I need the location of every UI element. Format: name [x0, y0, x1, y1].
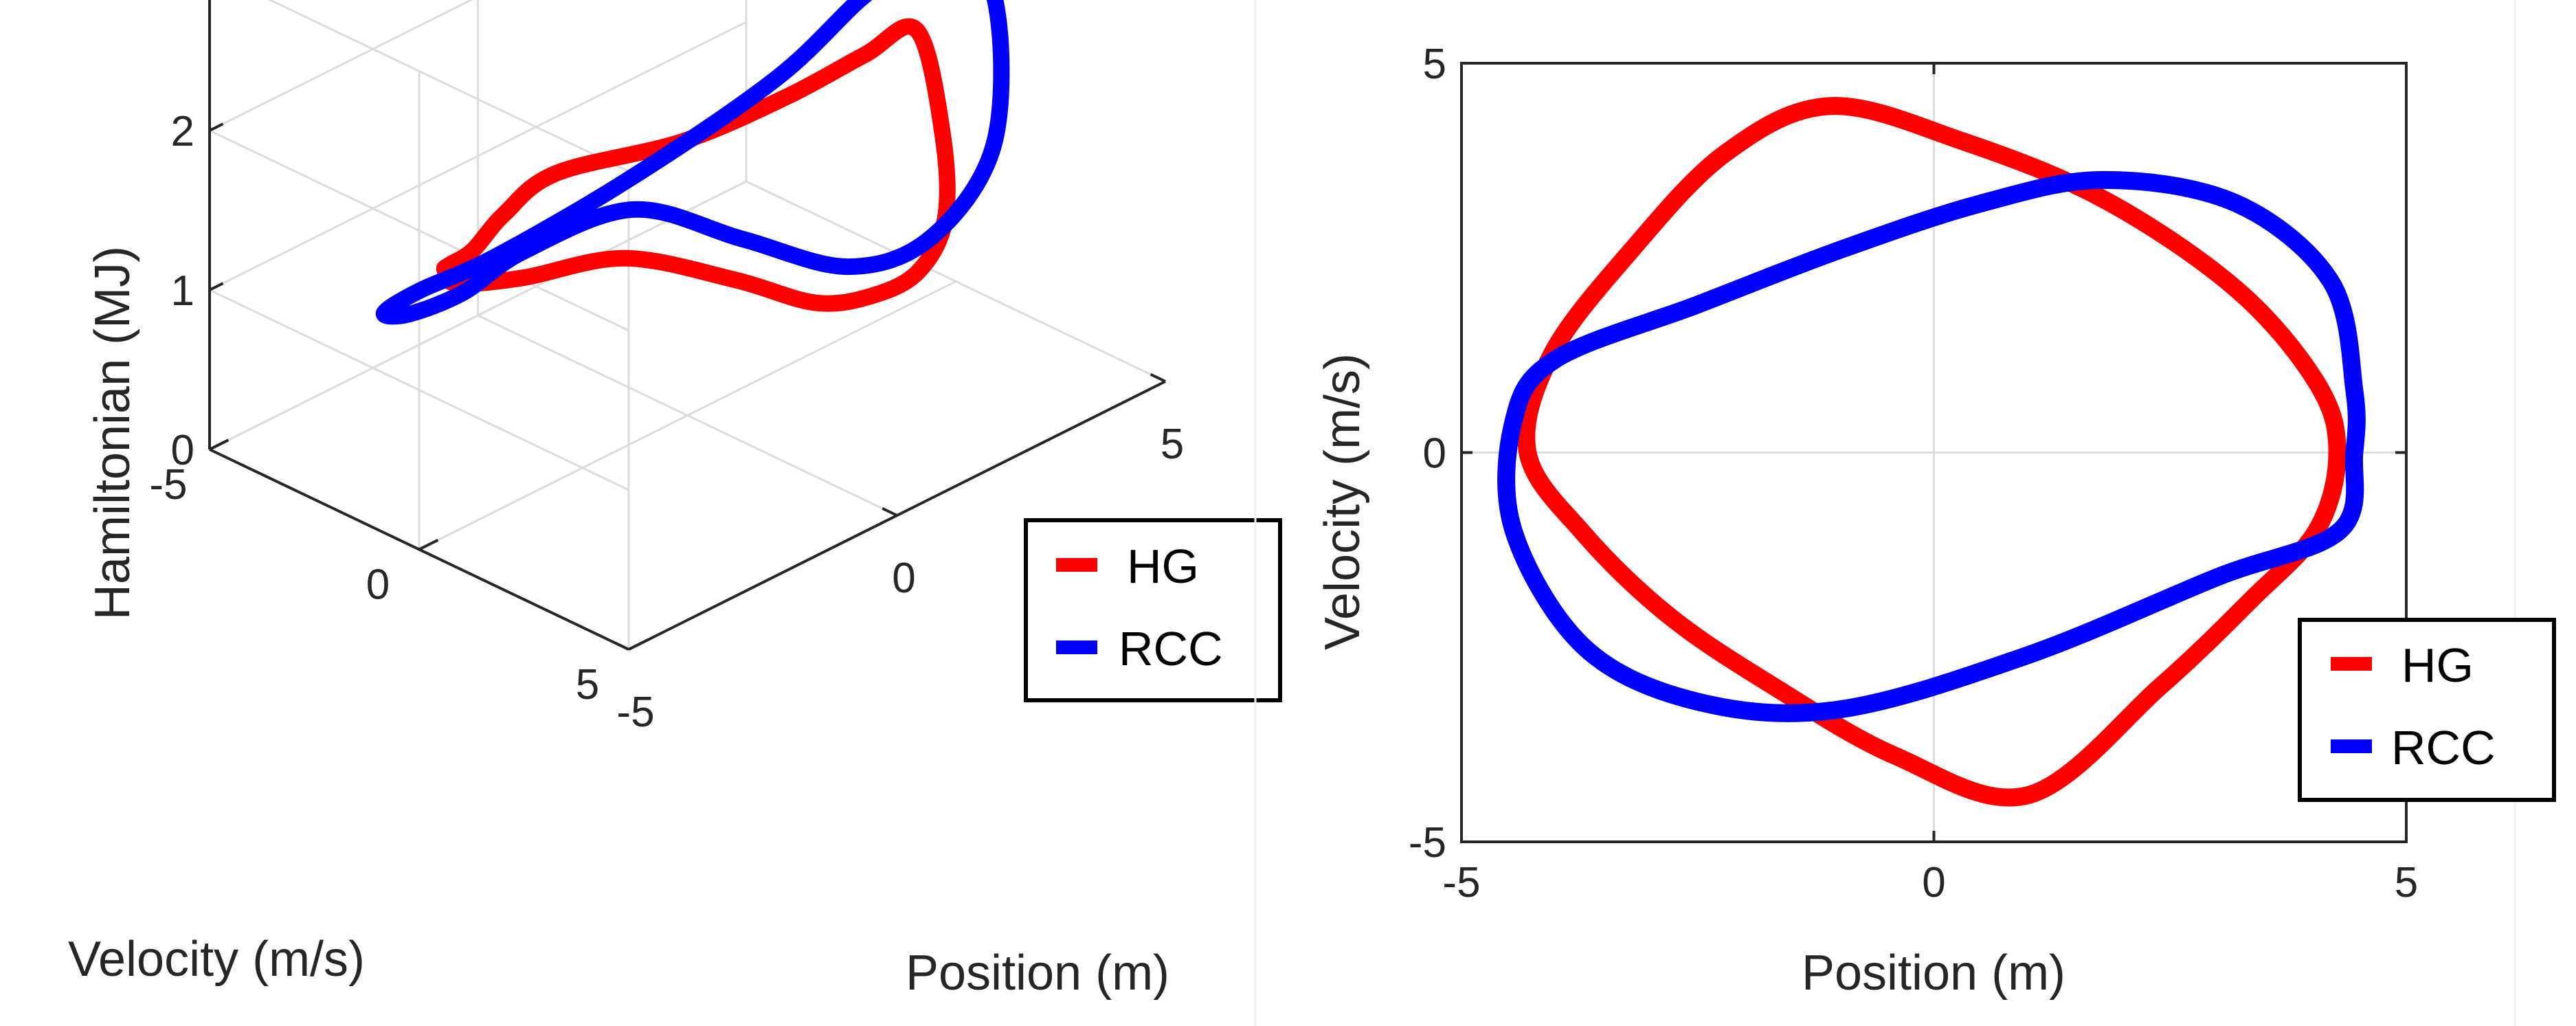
- chart-3d-zlabel: Hamiltonian (MJ): [85, 246, 140, 620]
- chart-3d-axes: [208, 0, 1166, 651]
- grid-line: [418, 280, 956, 550]
- x-tick-label: -5: [1442, 859, 1480, 906]
- x-tick-mark: [882, 507, 898, 517]
- chart-2d-legend-label-rcc: RCC: [2391, 721, 2496, 774]
- chart-2d-ylabel: Velocity (m/s): [1315, 353, 1370, 650]
- y-tick-label: 0: [1423, 430, 1446, 478]
- chart-3d-grid: [208, 0, 1166, 651]
- x-tick-label: 0: [892, 555, 915, 602]
- x-tick-label: -5: [616, 689, 654, 736]
- chart-3d-ylabel: Velocity (m/s): [68, 932, 365, 987]
- chart-3d-series: [376, 0, 1010, 325]
- chart-2d-ticks: -5 0 5 -5 0 5: [1409, 41, 2418, 906]
- chart-3d-legend-box: [1024, 518, 1282, 702]
- z-tick-label: 1: [171, 267, 194, 315]
- chart-3d: -505-5050123 Hamiltonian (MJ) Velocity (…: [68, 0, 1282, 1001]
- z-tick-mark: [209, 441, 224, 451]
- series-line-rcc: [1497, 170, 2366, 722]
- chart-2d: -5 0 5 -5 0 5 Velocity (m/s) Position (m) HG …: [1315, 41, 2556, 1001]
- y-tick-label: 5: [576, 661, 599, 709]
- series-line-rcc: [376, 0, 1010, 325]
- grid-line: [209, 180, 747, 451]
- chart-2d-legend-box: [2298, 618, 2556, 802]
- y-tick-mark: [418, 539, 439, 551]
- z-tick-mark: [209, 282, 224, 291]
- z-tick-mark: [209, 122, 224, 132]
- x-tick-label: 5: [2395, 859, 2418, 906]
- chart-2d-xlabel: Position (m): [1802, 946, 2065, 1001]
- z-tick-label: 0: [171, 427, 194, 474]
- chart-2d-legend: HG RCC: [2298, 618, 2556, 802]
- x-tick-mark: [613, 641, 629, 651]
- chart-3d-legend-label-hg: HG: [1127, 539, 1199, 593]
- chart-3d-legend: HG RCC: [1024, 518, 1282, 702]
- y-tick-mark: [628, 638, 649, 651]
- chart-2d-series: [1497, 97, 2366, 807]
- y-tick-label: -5: [149, 461, 187, 509]
- series-line-hg: [1517, 97, 2347, 807]
- x-tick-label: 5: [1161, 421, 1184, 468]
- y-tick-label: -5: [1409, 819, 1446, 867]
- chart-3d-ticks: -505-5050123: [149, 108, 1184, 736]
- x-tick-label: 0: [1922, 859, 1945, 906]
- chart-3d-legend-label-rcc: RCC: [1119, 622, 1223, 676]
- chart-2d-legend-label-hg: HG: [2401, 638, 2474, 692]
- grid-line: [209, 0, 473, 132]
- chart-3d-xlabel: Position (m): [906, 946, 1169, 1001]
- x-tick-mark: [1150, 373, 1166, 383]
- z-tick-label: 2: [171, 108, 194, 155]
- chart-2d-grid: [1461, 63, 2406, 842]
- y-tick-label: 0: [366, 561, 390, 609]
- y-tick-label: 5: [1423, 41, 1446, 88]
